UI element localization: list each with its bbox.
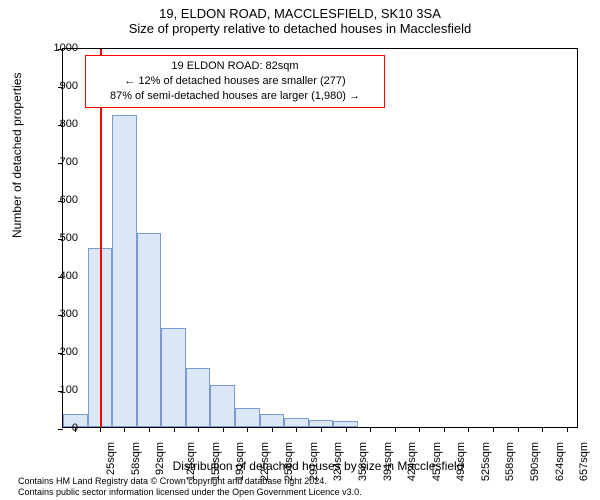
x-tick-mark bbox=[223, 427, 224, 432]
x-tick-label: 258sqm bbox=[283, 442, 295, 481]
x-tick-label: 657sqm bbox=[578, 442, 590, 481]
y-tick-label: 500 bbox=[38, 232, 78, 244]
y-axis-title: Number of detached properties bbox=[10, 73, 24, 238]
x-tick-mark bbox=[346, 427, 347, 432]
y-tick-label: 300 bbox=[38, 308, 78, 320]
histogram-bar bbox=[137, 233, 162, 427]
x-tick-label: 590sqm bbox=[529, 442, 541, 481]
y-tick-label: 400 bbox=[38, 270, 78, 282]
info-box: 19 ELDON ROAD: 82sqm← 12% of detached ho… bbox=[85, 55, 385, 108]
x-tick-label: 525sqm bbox=[480, 442, 492, 481]
info-box-line2: ← 12% of detached houses are smaller (27… bbox=[92, 74, 378, 89]
x-tick-label: 158sqm bbox=[210, 442, 222, 481]
x-tick-label: 391sqm bbox=[382, 442, 394, 481]
x-tick-mark bbox=[567, 427, 568, 432]
x-tick-mark bbox=[247, 427, 248, 432]
y-tick-label: 800 bbox=[38, 118, 78, 130]
plot-wrap: 19 ELDON ROAD: 82sqm← 12% of detached ho… bbox=[62, 48, 578, 428]
histogram-bar bbox=[112, 115, 137, 427]
title-line2: Size of property relative to detached ho… bbox=[0, 21, 600, 36]
histogram-bar bbox=[161, 328, 186, 427]
x-tick-mark bbox=[296, 427, 297, 432]
x-tick-label: 324sqm bbox=[333, 442, 345, 481]
x-tick-mark bbox=[468, 427, 469, 432]
histogram-bar bbox=[186, 368, 211, 427]
x-tick-label: 58sqm bbox=[130, 442, 142, 475]
x-tick-label: 225sqm bbox=[259, 442, 271, 481]
x-tick-mark bbox=[542, 427, 543, 432]
info-box-line3: 87% of semi-detached houses are larger (… bbox=[92, 89, 378, 104]
x-tick-label: 457sqm bbox=[431, 442, 443, 481]
x-tick-mark bbox=[518, 427, 519, 432]
histogram-bar bbox=[309, 420, 334, 427]
x-tick-label: 558sqm bbox=[505, 442, 517, 481]
x-tick-mark bbox=[395, 427, 396, 432]
info-box-line1: 19 ELDON ROAD: 82sqm bbox=[92, 59, 378, 74]
x-tick-mark bbox=[444, 427, 445, 432]
x-tick-label: 25sqm bbox=[105, 442, 117, 475]
histogram-bar bbox=[284, 418, 309, 428]
x-tick-mark bbox=[100, 427, 101, 432]
y-tick-label: 100 bbox=[38, 384, 78, 396]
y-tick-label: 0 bbox=[38, 422, 78, 434]
title-line1: 19, ELDON ROAD, MACCLESFIELD, SK10 3SA bbox=[0, 6, 600, 21]
x-tick-mark bbox=[198, 427, 199, 432]
x-tick-label: 191sqm bbox=[234, 442, 246, 481]
histogram-bar bbox=[260, 414, 285, 427]
x-tick-mark bbox=[124, 427, 125, 432]
x-tick-label: 291sqm bbox=[308, 442, 320, 481]
x-tick-label: 92sqm bbox=[154, 442, 166, 475]
y-tick-label: 600 bbox=[38, 194, 78, 206]
x-tick-mark bbox=[149, 427, 150, 432]
y-tick-label: 900 bbox=[38, 80, 78, 92]
histogram-bar bbox=[235, 408, 260, 427]
y-tick-label: 200 bbox=[38, 346, 78, 358]
y-tick-label: 1000 bbox=[38, 42, 78, 54]
x-tick-mark bbox=[370, 427, 371, 432]
x-tick-mark bbox=[272, 427, 273, 432]
x-tick-label: 125sqm bbox=[185, 442, 197, 481]
x-tick-mark bbox=[493, 427, 494, 432]
y-tick-label: 700 bbox=[38, 156, 78, 168]
chart-title-block: 19, ELDON ROAD, MACCLESFIELD, SK10 3SA S… bbox=[0, 0, 600, 36]
plot-area: 19 ELDON ROAD: 82sqm← 12% of detached ho… bbox=[62, 48, 578, 428]
footer-line2: Contains public sector information licen… bbox=[18, 487, 362, 498]
x-tick-label: 491sqm bbox=[455, 442, 467, 481]
x-tick-label: 358sqm bbox=[357, 442, 369, 481]
x-tick-mark bbox=[174, 427, 175, 432]
histogram-bar bbox=[210, 385, 235, 427]
x-tick-label: 424sqm bbox=[406, 442, 418, 481]
x-tick-mark bbox=[321, 427, 322, 432]
x-tick-mark bbox=[419, 427, 420, 432]
x-tick-label: 624sqm bbox=[554, 442, 566, 481]
